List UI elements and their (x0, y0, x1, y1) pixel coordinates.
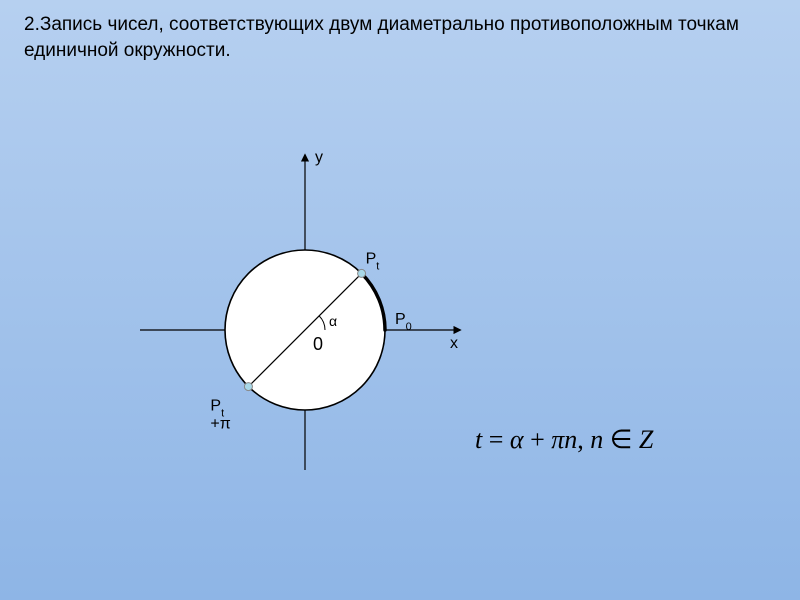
formula-n2: n (590, 425, 603, 454)
point-pt (358, 269, 366, 277)
x-axis-label: x (450, 335, 458, 352)
origin-label: 0 (313, 334, 323, 354)
formula-comma: , (577, 425, 590, 454)
formula-plus: + (524, 425, 552, 454)
point-pt-plus-pi (244, 383, 252, 391)
formula-in: ∈ (603, 425, 639, 454)
formula-alpha: α (510, 425, 524, 454)
formula: t = α + πn, n ∈ Z (475, 425, 653, 455)
slide-title: 2.Запись чисел, соответствующих двум диа… (24, 12, 776, 63)
slide: 2.Запись чисел, соответствующих двум диа… (0, 0, 800, 600)
y-axis-label: y (315, 149, 323, 166)
unit-circle-diagram: x y 0 α P0 Pt Pt+π (130, 140, 480, 490)
formula-eq: = (482, 425, 510, 454)
alpha-label: α (329, 313, 337, 329)
formula-n: n (564, 425, 577, 454)
pt-plus-pi-label: Pt+π (210, 398, 230, 433)
pt-label: Pt (366, 250, 380, 272)
formula-pi: π (551, 425, 564, 454)
formula-z: Z (639, 425, 653, 454)
